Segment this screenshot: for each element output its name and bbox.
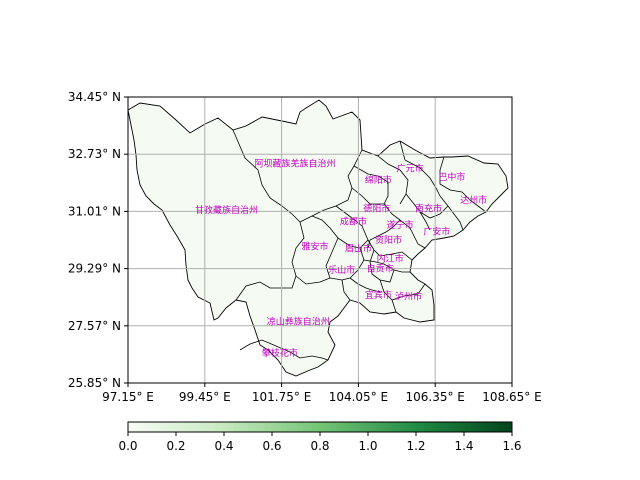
colorbar-tick-label: 1.6 (502, 439, 521, 453)
lat-tick-label: 25.85° N (68, 376, 121, 390)
colorbar-tick-label: 1.0 (358, 439, 377, 453)
colorbar-tick-label: 1.2 (406, 439, 425, 453)
lon-tick-label: 106.35° E (406, 390, 465, 404)
region-label: 南充市 (415, 202, 442, 214)
region-label: 广元市 (397, 163, 424, 175)
map-frame (127, 96, 513, 384)
lat-tick-label: 34.45° N (68, 90, 121, 104)
colorbar-tick-label: 0.4 (214, 439, 233, 453)
region-label: 泸州市 (395, 291, 422, 303)
region-label: 德阳市 (363, 202, 390, 214)
region-label: 凉山彝族自治州 (267, 315, 330, 327)
region-boundaries (232, 129, 487, 361)
colorbar-tick-label: 0.6 (262, 439, 281, 453)
region-label: 绵阳市 (365, 174, 392, 186)
lat-tick-label: 32.73° N (68, 147, 121, 161)
region-label: 雅安市 (301, 241, 328, 253)
region-label: 成都市 (340, 216, 367, 228)
province-map (128, 99, 509, 377)
lon-tick-label: 101.75° E (252, 390, 311, 404)
colorbar: 0.0 0.2 0.4 0.6 0.8 1.0 1.2 1.4 1.6 (118, 421, 522, 453)
lat-tick-label: 27.57° N (68, 319, 121, 333)
region-label: 攀枝花市 (262, 347, 298, 359)
lat-tick-label: 31.01° N (68, 204, 121, 218)
lon-tick-label: 104.05° E (329, 390, 388, 404)
lat-tick-label: 29.29° N (68, 262, 121, 276)
lon-tick-label: 99.45° E (179, 390, 231, 404)
region-label: 乐山市 (328, 264, 355, 276)
region-label: 甘孜藏族自治州 (195, 204, 258, 216)
colorbar-gradient (127, 421, 513, 433)
region-label: 阿坝藏族羌族自治州 (254, 158, 335, 170)
region-label: 遂宁市 (387, 219, 414, 231)
region-label: 达州市 (460, 194, 487, 206)
axis-ticks: 34.45° N 32.73° N 31.01° N 29.29° N 27.57° N… (68, 90, 542, 404)
lon-tick-label: 108.65° E (482, 390, 541, 404)
region-label: 眉山市 (345, 242, 372, 254)
region-label: 巴中市 (438, 171, 465, 183)
colorbar-tick-label: 1.4 (454, 439, 473, 453)
region-label: 宜宾市 (365, 289, 392, 301)
grid-lines (128, 97, 512, 383)
colorbar-ticks: 0.0 0.2 0.4 0.6 0.8 1.0 1.2 1.4 1.6 (118, 432, 522, 453)
region-label: 资阳市 (375, 234, 402, 246)
region-label: 自贡市 (367, 262, 394, 274)
colorbar-tick-label: 0.0 (118, 439, 137, 453)
colorbar-tick-label: 0.2 (166, 439, 185, 453)
colorbar-tick-label: 0.8 (310, 439, 329, 453)
region-label: 内江市 (377, 252, 404, 264)
lon-tick-label: 97.15° E (102, 390, 154, 404)
province-outline (128, 99, 509, 377)
region-label: 广安市 (423, 226, 450, 238)
